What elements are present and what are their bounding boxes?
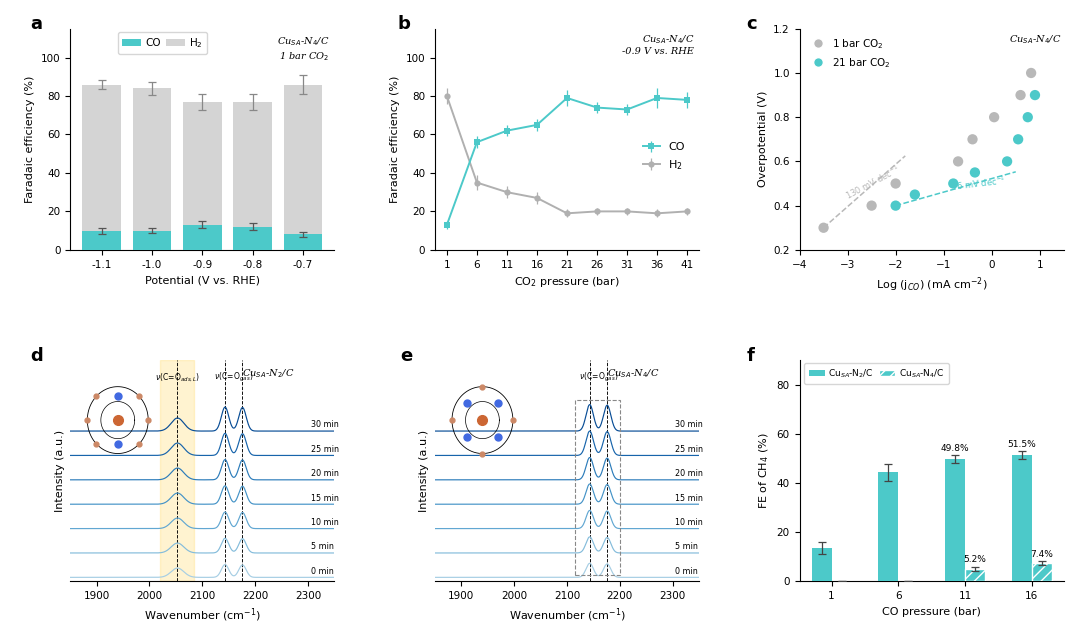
Bar: [233, 102, 272, 250]
Point: [887, 178, 904, 189]
Text: 20 min: 20 min: [311, 469, 338, 478]
Y-axis label: Intensity (a.u.): Intensity (a.u.): [55, 430, 65, 512]
Bar: [133, 231, 172, 250]
Text: Cu$_{SA}$-N$_2$/C: Cu$_{SA}$-N$_2$/C: [242, 367, 294, 380]
Bar: [575, 399, 620, 575]
Text: 15 min: 15 min: [311, 493, 338, 502]
Point: [863, 201, 880, 211]
Text: 5.2%: 5.2%: [963, 555, 986, 564]
Text: 76 mV dec$^{-1}$: 76 mV dec$^{-1}$: [950, 174, 1007, 194]
Y-axis label: Faradaic efficiency (%): Faradaic efficiency (%): [390, 75, 400, 203]
Text: 25 min: 25 min: [675, 445, 703, 454]
Text: 30 min: 30 min: [311, 420, 338, 429]
Point: [1012, 90, 1029, 100]
Text: a: a: [30, 15, 42, 33]
Point: [887, 201, 904, 211]
Text: Cu$_{SA}$-N$_4$/C: Cu$_{SA}$-N$_4$/C: [607, 367, 659, 380]
X-axis label: Potential (V vs. RHE): Potential (V vs. RHE): [145, 275, 260, 285]
Text: Cu$_{SA}$-N$_4$/C
1 bar CO$_2$: Cu$_{SA}$-N$_4$/C 1 bar CO$_2$: [276, 35, 329, 63]
Bar: [966, 569, 985, 581]
Text: 49.8%: 49.8%: [941, 444, 970, 453]
Point: [1010, 134, 1027, 144]
Point: [967, 167, 984, 178]
Text: 20 min: 20 min: [675, 469, 703, 478]
Bar: [133, 88, 172, 250]
Legend: Cu$_{SA}$-N$_2$/C, Cu$_{SA}$-N$_4$/C: Cu$_{SA}$-N$_2$/C, Cu$_{SA}$-N$_4$/C: [804, 363, 949, 384]
Point: [949, 157, 967, 167]
Text: 10 min: 10 min: [675, 518, 703, 527]
Point: [1020, 112, 1037, 122]
Point: [1026, 90, 1043, 100]
Y-axis label: Intensity (a.u.): Intensity (a.u.): [419, 430, 430, 512]
Bar: [183, 102, 221, 250]
Text: 7.4%: 7.4%: [1030, 550, 1053, 559]
Text: 15 min: 15 min: [675, 493, 703, 502]
Text: 5 min: 5 min: [675, 543, 698, 551]
Bar: [284, 84, 323, 250]
Text: 30 min: 30 min: [675, 420, 703, 429]
Text: $\nu$(C$\!=\!$O$_{gas}$): $\nu$(C$\!=\!$O$_{gas}$): [579, 371, 619, 384]
Point: [945, 178, 962, 189]
Text: 25 min: 25 min: [311, 445, 339, 454]
Bar: [284, 235, 323, 250]
X-axis label: Log (j$_{CO}$) (mA cm$^{-2}$): Log (j$_{CO}$) (mA cm$^{-2}$): [876, 275, 987, 294]
X-axis label: CO$_2$ pressure (bar): CO$_2$ pressure (bar): [514, 275, 620, 289]
Text: 0 min: 0 min: [311, 567, 334, 576]
Bar: [233, 227, 272, 250]
Text: $\nu$(C$\!=\!$O$_{gas}$): $\nu$(C$\!=\!$O$_{gas}$): [214, 371, 254, 384]
Text: $\nu$(C$\!=\!$O$_{ads,L}$): $\nu$(C$\!=\!$O$_{ads,L}$): [154, 372, 200, 384]
Bar: [82, 231, 121, 250]
Legend: 1 bar CO$_2$, 21 bar CO$_2$: 1 bar CO$_2$, 21 bar CO$_2$: [805, 34, 893, 73]
Point: [815, 222, 833, 233]
X-axis label: CO pressure (bar): CO pressure (bar): [882, 607, 981, 617]
Bar: [1012, 455, 1031, 581]
Bar: [183, 225, 221, 250]
X-axis label: Wavenumber (cm$^{-1}$): Wavenumber (cm$^{-1}$): [144, 607, 260, 624]
Point: [999, 157, 1016, 167]
Text: b: b: [397, 15, 410, 33]
Text: 5 min: 5 min: [311, 543, 334, 551]
Text: 10 min: 10 min: [311, 518, 338, 527]
Bar: [82, 84, 121, 250]
Y-axis label: Overpotential (V): Overpotential (V): [758, 91, 768, 187]
Text: e: e: [401, 347, 413, 365]
Text: Cu$_{SA}$-N$_4$/C
-0.9 V vs. RHE: Cu$_{SA}$-N$_4$/C -0.9 V vs. RHE: [622, 33, 693, 56]
Legend: CO, H$_2$: CO, H$_2$: [639, 139, 688, 175]
Bar: [811, 548, 832, 581]
Text: Cu$_{SA}$-N$_4$/C: Cu$_{SA}$-N$_4$/C: [1009, 33, 1062, 46]
Bar: [945, 459, 966, 581]
Text: f: f: [746, 347, 755, 365]
Text: c: c: [746, 15, 757, 33]
Bar: [1031, 564, 1052, 581]
Y-axis label: FE of CH$_4$ (%): FE of CH$_4$ (%): [757, 433, 771, 509]
Point: [1023, 68, 1040, 78]
Text: d: d: [30, 347, 43, 365]
X-axis label: Wavenumber (cm$^{-1}$): Wavenumber (cm$^{-1}$): [509, 607, 625, 624]
Text: 0 min: 0 min: [675, 567, 698, 576]
Point: [963, 134, 981, 144]
Bar: [878, 472, 899, 581]
Bar: [160, 360, 194, 581]
Text: 51.5%: 51.5%: [1008, 440, 1036, 449]
Point: [985, 112, 1002, 122]
Legend: CO, H$_2$: CO, H$_2$: [119, 32, 207, 54]
Y-axis label: Faradaic efficiency (%): Faradaic efficiency (%): [25, 75, 36, 203]
Point: [906, 189, 923, 199]
Text: 130 mV dec$^{-1}$: 130 mV dec$^{-1}$: [842, 163, 902, 203]
